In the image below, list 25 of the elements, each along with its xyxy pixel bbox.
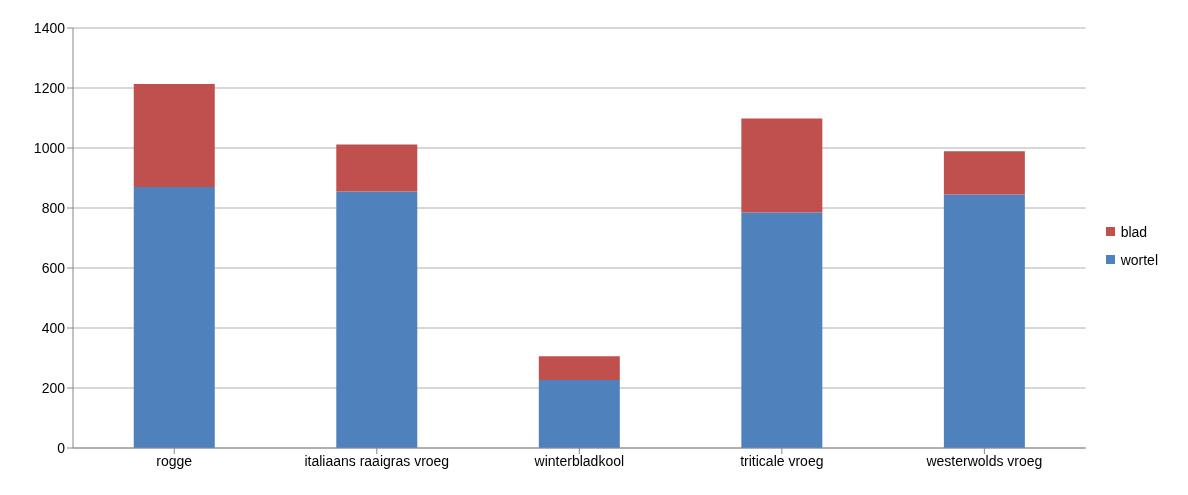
y-tick-label: 0 (57, 439, 66, 456)
bar (741, 118, 823, 213)
bar (538, 356, 620, 380)
legend-label: wortel (1120, 251, 1158, 268)
y-tick-label: 800 (41, 199, 66, 216)
bar (943, 194, 1025, 448)
bar (336, 191, 418, 448)
bar (336, 144, 418, 192)
x-tick-label: winterbladkool (533, 452, 625, 469)
bar (741, 212, 823, 448)
bar (133, 187, 215, 448)
bar (538, 379, 620, 448)
legend-label: blad (1120, 223, 1148, 240)
y-tick-label: 1000 (33, 139, 66, 156)
y-tick-label: 1400 (33, 19, 66, 36)
x-tick-label: westerwolds vroeg (925, 452, 1043, 469)
y-tick-label: 400 (41, 319, 66, 336)
y-tick-label: 200 (41, 379, 66, 396)
y-tick-label: 1200 (33, 79, 66, 96)
x-tick-label: triticale vroeg (740, 452, 824, 469)
x-tick-label: rogge (156, 452, 193, 469)
y-tick-label: 600 (41, 259, 66, 276)
x-tick-label: italiaans raaigras vroeg (304, 452, 450, 469)
bar (943, 151, 1025, 195)
bar (133, 84, 215, 187)
